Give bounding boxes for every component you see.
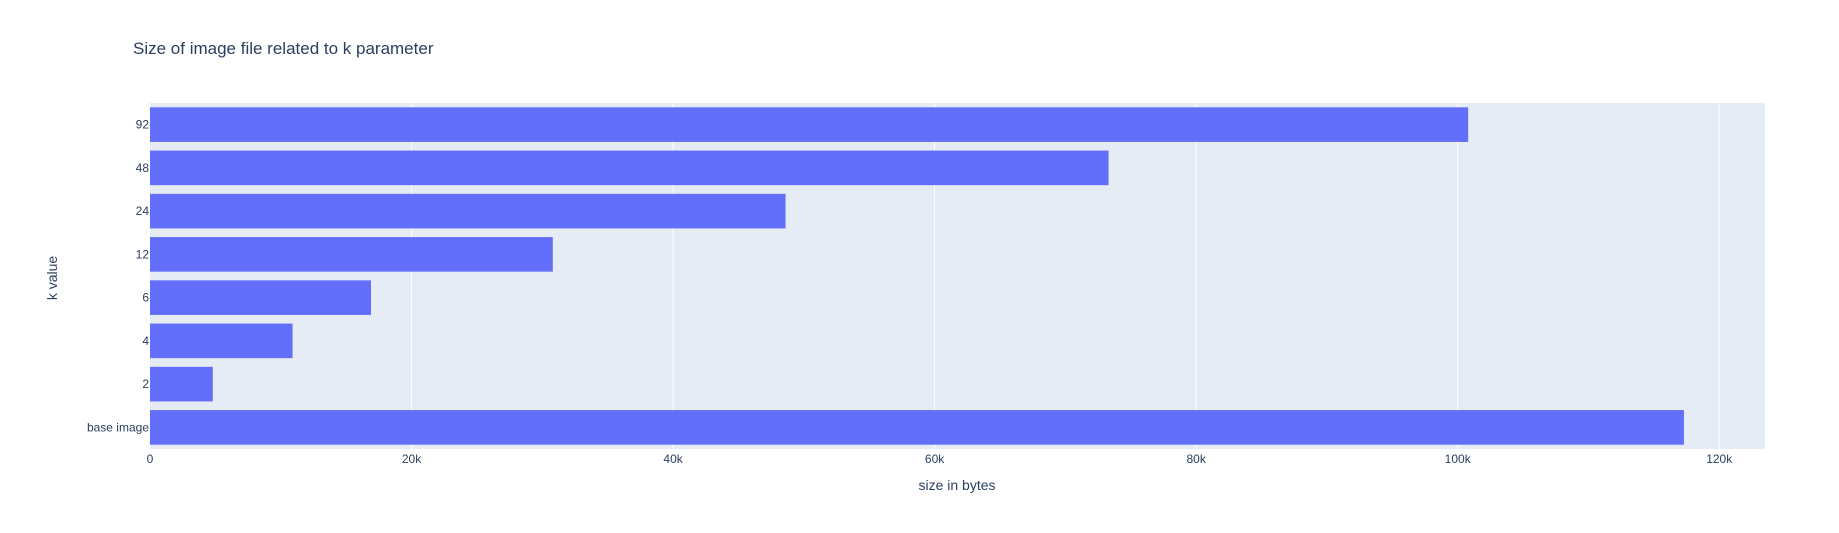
x-tick-label: 80k [1186, 452, 1206, 466]
bar [150, 280, 371, 315]
y-axis-title: k value [44, 256, 60, 301]
x-tick-label: 0 [147, 452, 154, 466]
x-tick-label: 60k [925, 452, 945, 466]
y-tick-label: 24 [136, 204, 150, 218]
x-tick-label: 20k [402, 452, 422, 466]
y-tick-label: 4 [142, 334, 149, 348]
x-tick-label: 120k [1706, 452, 1733, 466]
y-tick-label: 92 [136, 118, 150, 132]
x-tick-label: 40k [663, 452, 683, 466]
bar [150, 366, 213, 402]
bar [150, 107, 1469, 142]
chart-title: Size of image file related to k paramete… [133, 39, 434, 58]
y-tick-label: 2 [142, 377, 149, 391]
x-axis-title: size in bytes [918, 477, 995, 493]
bar [150, 237, 553, 272]
y-tick-label: 6 [142, 291, 149, 305]
bars [150, 107, 1684, 445]
bar [150, 410, 1684, 445]
y-tick-label: base image [87, 420, 149, 434]
bar [150, 323, 293, 359]
x-axis-ticks: 0 20k 40k 60k 80k 100k 120k [147, 452, 1734, 466]
y-tick-label: 48 [136, 161, 150, 175]
y-tick-label: 12 [136, 247, 150, 261]
bar [150, 150, 1109, 186]
x-tick-label: 100k [1445, 452, 1472, 466]
bar [150, 193, 786, 229]
